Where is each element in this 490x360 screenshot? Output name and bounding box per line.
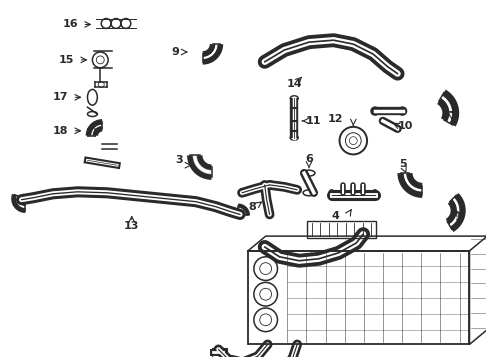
Text: 1: 1 [455, 212, 463, 222]
Text: 3: 3 [175, 155, 183, 165]
Text: 16: 16 [63, 19, 78, 30]
Text: 10: 10 [397, 121, 413, 131]
Text: 14: 14 [287, 80, 302, 90]
Text: 15: 15 [59, 55, 74, 65]
Text: 8: 8 [248, 202, 256, 212]
Text: 2: 2 [300, 257, 308, 267]
Text: 6: 6 [305, 154, 313, 164]
Text: 4: 4 [332, 211, 340, 221]
Text: 17: 17 [53, 92, 69, 102]
Text: 7: 7 [448, 111, 456, 121]
Text: 11: 11 [306, 116, 321, 126]
Text: 18: 18 [53, 126, 69, 136]
Text: 12: 12 [328, 114, 343, 124]
Bar [212, 348, 227, 360]
Text: 13: 13 [124, 221, 140, 231]
Text: 5: 5 [399, 159, 406, 169]
Text: 9: 9 [171, 47, 179, 57]
